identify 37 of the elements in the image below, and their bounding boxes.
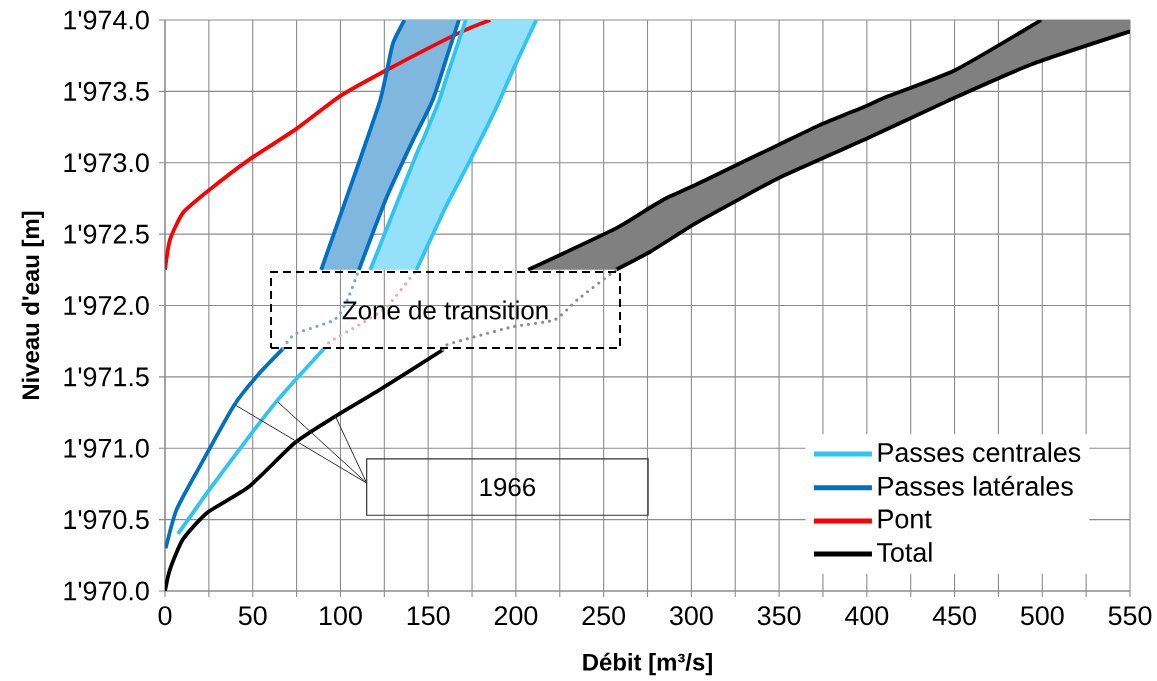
y-tick-label: 1'973.0 [64, 153, 149, 173]
y-tick-label: 1'970.0 [64, 581, 149, 601]
line-series [414, 20, 539, 272]
line-series [176, 346, 327, 536]
y-tick-label: 1'971.0 [64, 438, 149, 458]
y-axis-title: Niveau d'eau [m] [21, 211, 44, 400]
x-tick-label: 0 [158, 606, 172, 626]
line-series [319, 20, 407, 272]
legend-label: Total [877, 542, 932, 562]
legend-label: Pont [878, 509, 932, 529]
x-axis-title: Débit [m³/s] [583, 652, 712, 676]
legend-label: Passes latérales [878, 475, 1073, 496]
x-tick-label: 300 [669, 606, 713, 626]
x-tick-label: 200 [494, 606, 538, 626]
y-tick-label: 1'972.5 [64, 224, 149, 244]
x-tick-label: 450 [932, 606, 976, 626]
annotation: 1966 [480, 477, 536, 497]
line-series [165, 346, 286, 551]
line-series [614, 29, 1131, 272]
x-tick-label: 550 [1108, 606, 1152, 626]
x-tick-label: 350 [757, 606, 801, 626]
x-tick-label: 250 [582, 606, 626, 626]
annotation: Zone de transition [342, 300, 548, 320]
x-tick-label: 100 [320, 606, 362, 626]
line-series [165, 20, 493, 272]
x-tick-label: 400 [845, 606, 889, 626]
y-tick-label: 1'972.0 [64, 295, 149, 316]
line-series [356, 20, 461, 272]
y-tick-label: 1'971.5 [64, 367, 149, 387]
y-tick-label: 1'973.5 [64, 81, 149, 101]
x-tick-label: 150 [407, 606, 450, 626]
x-tick-label: 50 [238, 606, 267, 626]
y-tick-label: 1'974.0 [64, 10, 149, 30]
y-tick-label: 1'970.5 [64, 510, 149, 530]
line-series [368, 20, 468, 272]
x-tick-label: 500 [1020, 606, 1064, 626]
legend-label: Passes centrales [878, 442, 1081, 463]
